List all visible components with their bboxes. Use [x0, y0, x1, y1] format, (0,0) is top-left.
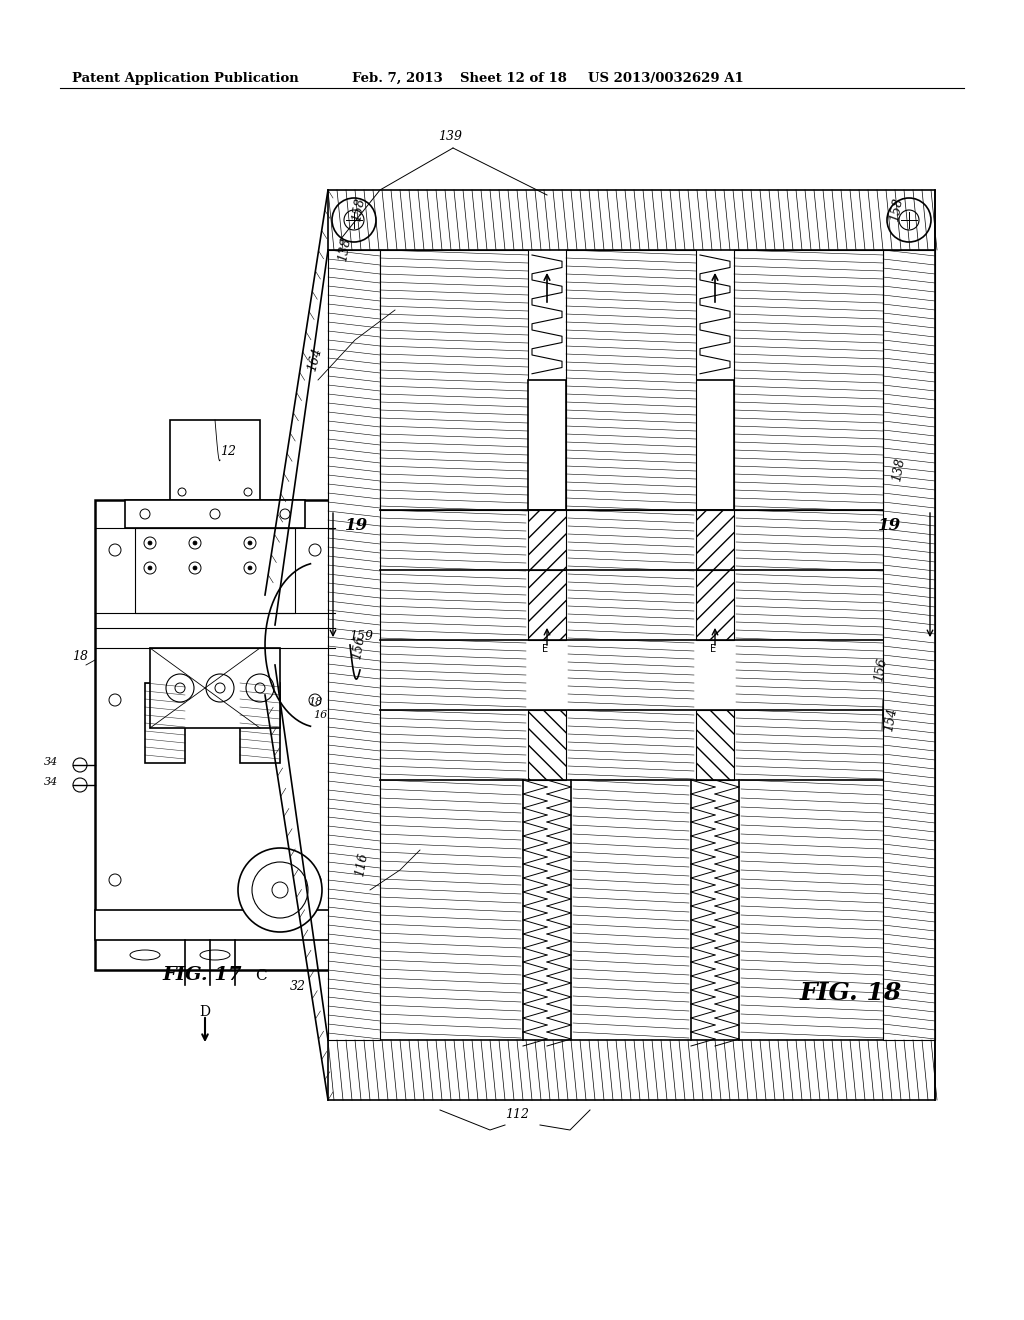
Text: C: C: [255, 969, 266, 983]
Bar: [240, 682, 280, 763]
Bar: [165, 673, 260, 685]
Text: 156: 156: [872, 657, 889, 682]
Text: 139: 139: [438, 129, 462, 143]
Text: 19: 19: [878, 517, 901, 535]
Text: 12: 12: [220, 445, 236, 458]
Text: 16: 16: [313, 710, 328, 719]
Circle shape: [332, 198, 376, 242]
Circle shape: [887, 198, 931, 242]
Bar: [170, 420, 260, 500]
Bar: [883, 249, 935, 1040]
Bar: [95, 909, 335, 940]
Circle shape: [206, 675, 234, 702]
Text: 18: 18: [308, 697, 323, 708]
Text: 112: 112: [505, 1107, 529, 1121]
Circle shape: [73, 777, 87, 792]
Text: E: E: [542, 644, 548, 653]
Bar: [125, 500, 305, 528]
Circle shape: [309, 874, 321, 886]
Bar: [734, 249, 883, 510]
Circle shape: [166, 675, 194, 702]
Circle shape: [280, 510, 290, 519]
Circle shape: [144, 537, 156, 549]
Text: Patent Application Publication: Patent Application Publication: [72, 73, 299, 84]
Circle shape: [193, 541, 197, 545]
Circle shape: [178, 488, 186, 496]
Circle shape: [140, 510, 150, 519]
Bar: [528, 570, 566, 640]
Text: 34: 34: [44, 777, 58, 787]
Bar: [328, 249, 380, 1040]
Bar: [528, 380, 566, 510]
Circle shape: [210, 510, 220, 519]
Text: E: E: [710, 644, 716, 653]
Text: 158: 158: [350, 197, 367, 223]
Bar: [145, 682, 185, 763]
Text: 164: 164: [305, 346, 324, 374]
Ellipse shape: [200, 950, 230, 960]
Bar: [178, 500, 252, 525]
Text: 138: 138: [890, 457, 907, 483]
Text: 19: 19: [345, 517, 369, 535]
Bar: [566, 249, 696, 510]
Circle shape: [109, 874, 121, 886]
Circle shape: [109, 544, 121, 556]
Circle shape: [144, 562, 156, 574]
Circle shape: [73, 758, 87, 772]
Circle shape: [244, 537, 256, 549]
Circle shape: [248, 566, 252, 570]
Text: 34: 34: [44, 756, 58, 767]
Circle shape: [148, 541, 152, 545]
Text: FIG. 17: FIG. 17: [162, 966, 242, 983]
Text: 18: 18: [72, 649, 88, 663]
Circle shape: [109, 694, 121, 706]
Bar: [528, 710, 566, 780]
Ellipse shape: [130, 950, 160, 960]
Circle shape: [244, 488, 252, 496]
Text: 32: 32: [290, 979, 306, 993]
Text: 159: 159: [349, 630, 373, 643]
Text: 156: 156: [350, 635, 367, 661]
Circle shape: [215, 682, 225, 693]
Bar: [328, 190, 935, 249]
Circle shape: [344, 210, 364, 230]
Circle shape: [175, 682, 185, 693]
Text: 158: 158: [888, 197, 905, 223]
Bar: [696, 710, 734, 780]
Bar: [150, 648, 280, 729]
Circle shape: [252, 862, 308, 917]
Circle shape: [899, 210, 919, 230]
Circle shape: [255, 682, 265, 693]
Circle shape: [238, 847, 322, 932]
Circle shape: [272, 882, 288, 898]
Circle shape: [244, 562, 256, 574]
Text: 138: 138: [336, 238, 353, 263]
Bar: [380, 249, 528, 510]
Text: US 2013/0032629 A1: US 2013/0032629 A1: [588, 73, 743, 84]
Bar: [528, 510, 566, 570]
Bar: [335, 634, 350, 657]
Circle shape: [148, 566, 152, 570]
Circle shape: [309, 544, 321, 556]
Circle shape: [248, 541, 252, 545]
Text: D: D: [200, 1005, 211, 1019]
Bar: [135, 528, 295, 612]
Circle shape: [189, 562, 201, 574]
Text: Feb. 7, 2013: Feb. 7, 2013: [352, 73, 442, 84]
Bar: [328, 1040, 935, 1100]
Text: 154: 154: [882, 708, 899, 733]
Circle shape: [189, 537, 201, 549]
Circle shape: [193, 566, 197, 570]
Bar: [696, 380, 734, 510]
Text: FIG. 18: FIG. 18: [800, 981, 902, 1005]
Bar: [696, 570, 734, 640]
Text: Sheet 12 of 18: Sheet 12 of 18: [460, 73, 567, 84]
Bar: [95, 500, 335, 970]
Bar: [696, 510, 734, 570]
Circle shape: [309, 694, 321, 706]
Text: 116: 116: [353, 853, 370, 878]
Circle shape: [246, 675, 274, 702]
